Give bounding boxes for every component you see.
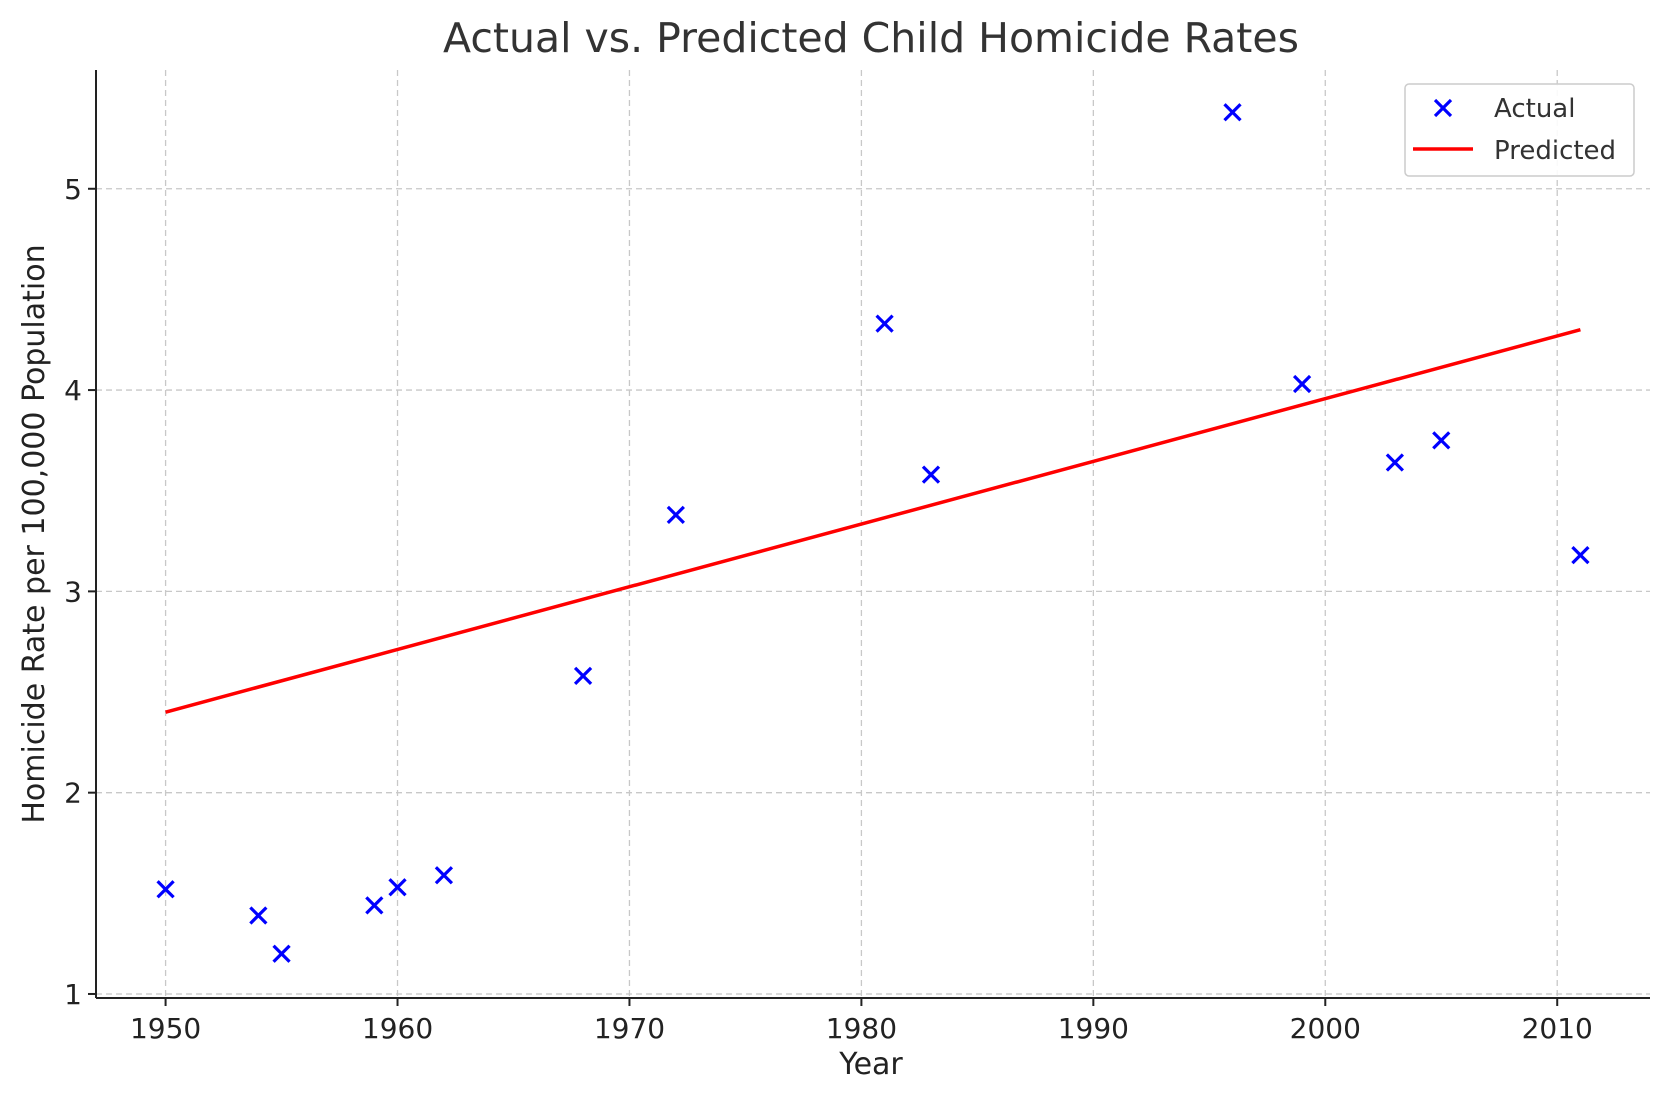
predicted-line (165, 327, 1581, 714)
legend-actual-label: Actual (1494, 94, 1575, 124)
actual-point (1223, 103, 1242, 122)
x-tick-label: 1960 (362, 1012, 433, 1045)
actual-point (666, 505, 685, 525)
actual-point (434, 866, 454, 885)
x-tick-label: 1980 (826, 1012, 897, 1045)
x-tick-label: 1950 (130, 1012, 201, 1045)
y-tick-label: 3 (64, 575, 82, 608)
actual-point (249, 906, 268, 925)
actual-point (156, 880, 175, 899)
legend: Actual Predicted (1404, 83, 1635, 177)
actual-point (921, 465, 941, 484)
x-tick-label: 1990 (1058, 1012, 1129, 1045)
legend-predicted-label: Predicted (1494, 136, 1616, 166)
actual-point (1385, 453, 1404, 472)
legend-box (1404, 83, 1635, 177)
y-tick-label: 1 (64, 978, 82, 1011)
actual-point (365, 896, 384, 915)
x-axis-label: Year (838, 1047, 903, 1082)
actual-point (1292, 374, 1312, 394)
actual-point (573, 666, 593, 686)
legend-x-marker (1433, 98, 1453, 118)
actual-point (1432, 431, 1451, 450)
x-tick-label: 2000 (1290, 1012, 1361, 1045)
predicted-series (165, 327, 1581, 714)
y-tick-label: 4 (64, 374, 82, 407)
actual-point (388, 878, 407, 897)
y-tick-label: 2 (64, 777, 82, 810)
x-tick-label: 2010 (1522, 1012, 1593, 1045)
y-tick-label: 5 (64, 173, 82, 206)
actual-point (875, 314, 894, 333)
actual-series (156, 103, 1590, 963)
y-axis-label: Homicide Rate per 100,000 Population (17, 244, 52, 823)
x-tick-label: 1970 (594, 1012, 665, 1045)
tick-layer: 1950 1960 1970 1980 1990 2000 2010 1 2 3 4 5 (64, 173, 1593, 1045)
chart-title: Actual vs. Predicted Child Homicide Rate… (443, 14, 1299, 62)
legend-actual-marker-icon (1433, 98, 1453, 118)
actual-point (1571, 546, 1590, 565)
actual-point (272, 944, 291, 963)
grid-layer (96, 70, 1650, 998)
